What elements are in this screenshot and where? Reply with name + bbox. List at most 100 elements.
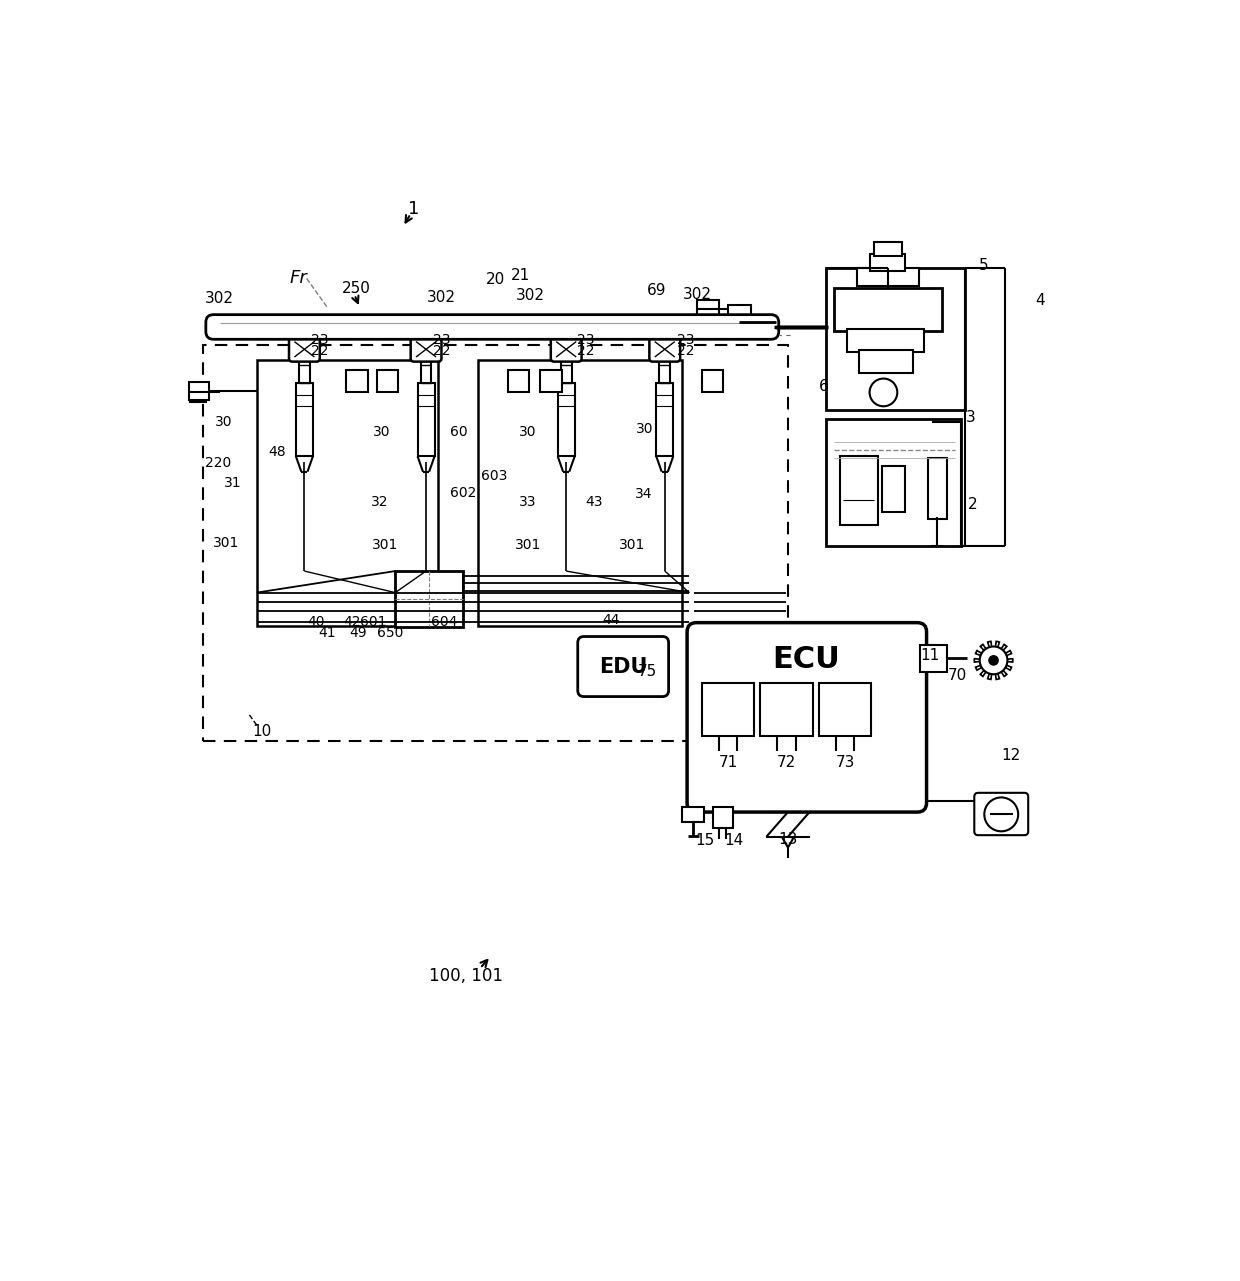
Bar: [839, 456, 878, 525]
FancyBboxPatch shape: [687, 623, 926, 812]
Polygon shape: [346, 370, 367, 392]
Text: 3: 3: [966, 410, 976, 424]
Bar: [874, 242, 901, 256]
Text: 22: 22: [433, 343, 450, 357]
Text: 6: 6: [820, 379, 830, 393]
Polygon shape: [507, 370, 529, 392]
Bar: [857, 268, 919, 286]
Text: 13: 13: [779, 831, 797, 847]
Text: 40: 40: [308, 615, 325, 629]
Text: 23: 23: [433, 333, 450, 347]
Text: 69: 69: [646, 283, 666, 298]
Bar: [760, 684, 812, 735]
FancyBboxPatch shape: [578, 637, 668, 697]
Bar: [818, 684, 872, 735]
Text: 70: 70: [947, 669, 967, 683]
Text: 23: 23: [677, 333, 694, 347]
Wedge shape: [976, 661, 993, 670]
Bar: [882, 465, 905, 512]
Text: 23: 23: [577, 333, 594, 347]
Text: 302: 302: [205, 291, 234, 306]
Text: 603: 603: [481, 469, 507, 483]
Text: 301: 301: [619, 538, 645, 552]
Wedge shape: [975, 658, 993, 662]
Text: 41: 41: [319, 625, 336, 639]
Text: 2: 2: [968, 497, 977, 511]
Bar: [928, 457, 947, 520]
Text: 48: 48: [269, 446, 286, 460]
Wedge shape: [993, 644, 1007, 661]
Text: 302: 302: [682, 287, 712, 302]
Polygon shape: [377, 370, 398, 392]
FancyBboxPatch shape: [551, 337, 582, 361]
Circle shape: [990, 656, 998, 665]
FancyBboxPatch shape: [410, 337, 441, 361]
Text: 32: 32: [371, 494, 388, 509]
Wedge shape: [987, 642, 993, 661]
Wedge shape: [993, 651, 1012, 661]
Text: 22: 22: [577, 343, 594, 357]
Bar: [702, 684, 754, 735]
Text: 302: 302: [516, 288, 544, 302]
Bar: [713, 807, 733, 829]
Text: 42: 42: [343, 615, 361, 629]
Text: 15: 15: [696, 833, 714, 848]
Bar: [847, 329, 924, 352]
FancyBboxPatch shape: [975, 793, 1028, 835]
Text: 302: 302: [427, 291, 456, 305]
Bar: [257, 360, 438, 625]
Text: 22: 22: [311, 343, 329, 357]
Bar: [826, 419, 961, 547]
Bar: [826, 268, 965, 410]
Bar: [697, 300, 719, 319]
Text: 602: 602: [450, 485, 476, 500]
Text: 604: 604: [432, 615, 458, 629]
Bar: [418, 383, 434, 456]
Text: 44: 44: [603, 612, 620, 626]
Text: 23: 23: [311, 333, 329, 347]
Bar: [188, 382, 208, 400]
Wedge shape: [987, 661, 993, 679]
Wedge shape: [993, 658, 1013, 662]
Bar: [396, 571, 463, 626]
Text: 31: 31: [224, 477, 242, 491]
Bar: [656, 383, 673, 456]
Text: 75: 75: [637, 664, 657, 679]
Bar: [296, 383, 312, 456]
Bar: [859, 350, 913, 373]
Text: 34: 34: [635, 487, 652, 501]
Text: 60: 60: [450, 425, 467, 439]
Bar: [870, 254, 905, 270]
Bar: [191, 383, 206, 402]
Text: 301: 301: [515, 538, 541, 552]
Wedge shape: [976, 651, 993, 661]
Wedge shape: [993, 661, 999, 679]
Bar: [203, 345, 787, 742]
Bar: [682, 807, 704, 822]
Polygon shape: [539, 370, 562, 392]
Circle shape: [980, 647, 1007, 674]
Text: 5: 5: [978, 257, 988, 273]
Text: 33: 33: [520, 494, 537, 509]
Text: 4: 4: [1035, 292, 1044, 307]
Text: 650: 650: [377, 625, 404, 639]
Text: 250: 250: [342, 281, 371, 296]
FancyBboxPatch shape: [289, 337, 320, 361]
Wedge shape: [993, 661, 1007, 676]
FancyBboxPatch shape: [206, 315, 779, 339]
Text: 30: 30: [215, 415, 232, 429]
Bar: [920, 644, 947, 673]
Text: 301: 301: [372, 538, 398, 552]
Text: 30: 30: [373, 425, 391, 439]
Text: 73: 73: [836, 755, 854, 770]
Bar: [477, 360, 682, 625]
Bar: [835, 288, 942, 330]
Text: 71: 71: [718, 755, 738, 770]
Text: 100, 101: 100, 101: [429, 967, 503, 985]
Circle shape: [869, 379, 898, 406]
Text: 72: 72: [776, 755, 796, 770]
Text: 30: 30: [520, 425, 537, 439]
Text: 14: 14: [724, 833, 744, 848]
Text: 10: 10: [253, 724, 272, 739]
Text: 601: 601: [361, 615, 387, 629]
